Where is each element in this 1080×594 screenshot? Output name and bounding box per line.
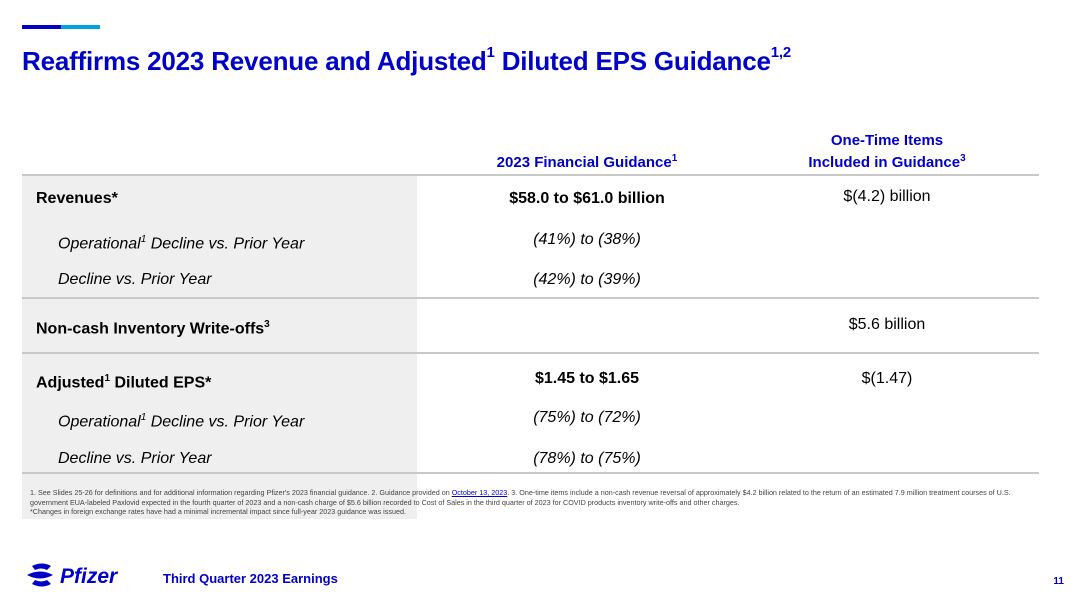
table-row: Operational1 Decline vs. Prior Year (75%… bbox=[22, 398, 1039, 438]
one-time-value: $5.6 billion bbox=[848, 316, 926, 333]
divider bbox=[22, 174, 1039, 176]
table-row: Revenues* $58.0 to $61.0 billion $(4.2) … bbox=[22, 179, 1039, 219]
guidance-date-link[interactable]: October 13, 2023 bbox=[451, 488, 508, 497]
row-label: Revenues* bbox=[36, 190, 118, 207]
divider bbox=[22, 297, 1039, 299]
row-label: Adjusted1 Diluted EPS* bbox=[36, 373, 212, 392]
guidance-value: $1.45 to $1.65 bbox=[534, 370, 640, 387]
guidance-value: (42%) to (39%) bbox=[533, 271, 641, 288]
pfizer-logo: Pfizer bbox=[27, 563, 119, 588]
divider bbox=[22, 352, 1039, 354]
page-title: Reaffirms 2023 Revenue and Adjusted1 Dil… bbox=[22, 44, 792, 76]
accent-bar bbox=[22, 25, 100, 29]
guidance-value: (41%) to (38%) bbox=[533, 231, 641, 248]
page-number: 11 bbox=[1053, 576, 1064, 587]
footnote: 1. See Slides 25-26 for definitions and … bbox=[30, 488, 1011, 517]
label-column-shade bbox=[22, 174, 417, 519]
accent-bar-dark bbox=[22, 25, 61, 29]
footer-text: Third Quarter 2023 Earnings bbox=[163, 571, 338, 586]
row-label: Operational1 Decline vs. Prior Year bbox=[58, 234, 305, 253]
guidance-value: (75%) to (72%) bbox=[533, 409, 641, 426]
one-time-value: $(4.2) billion bbox=[843, 188, 931, 205]
table-row: Operational1 Decline vs. Prior Year (41%… bbox=[22, 220, 1039, 260]
column-header-financial-guidance: 2023 Financial Guidance1 bbox=[496, 153, 678, 171]
guidance-value: (78%) to (75%) bbox=[533, 450, 641, 467]
row-label: Operational1 Decline vs. Prior Year bbox=[58, 412, 305, 431]
divider bbox=[22, 472, 1039, 474]
row-label: Decline vs. Prior Year bbox=[58, 450, 212, 467]
table-row: Decline vs. Prior Year (42%) to (39%) bbox=[22, 260, 1039, 300]
table-row: Decline vs. Prior Year (78%) to (75%) bbox=[22, 439, 1039, 479]
row-label: Non-cash Inventory Write-offs3 bbox=[36, 319, 270, 338]
row-label: Decline vs. Prior Year bbox=[58, 271, 212, 288]
accent-bar-light bbox=[61, 25, 100, 29]
table-row: Non-cash Inventory Write-offs3 $5.6 bill… bbox=[22, 305, 1039, 345]
guidance-value: $58.0 to $61.0 billion bbox=[509, 190, 665, 207]
logo-text: Pfizer bbox=[60, 565, 119, 588]
column-header-one-time-items: One-Time Items Included in Guidance3 bbox=[808, 132, 966, 171]
table-row: Adjusted1 Diluted EPS* $1.45 to $1.65 $(… bbox=[22, 359, 1039, 399]
one-time-value: $(1.47) bbox=[861, 370, 913, 387]
